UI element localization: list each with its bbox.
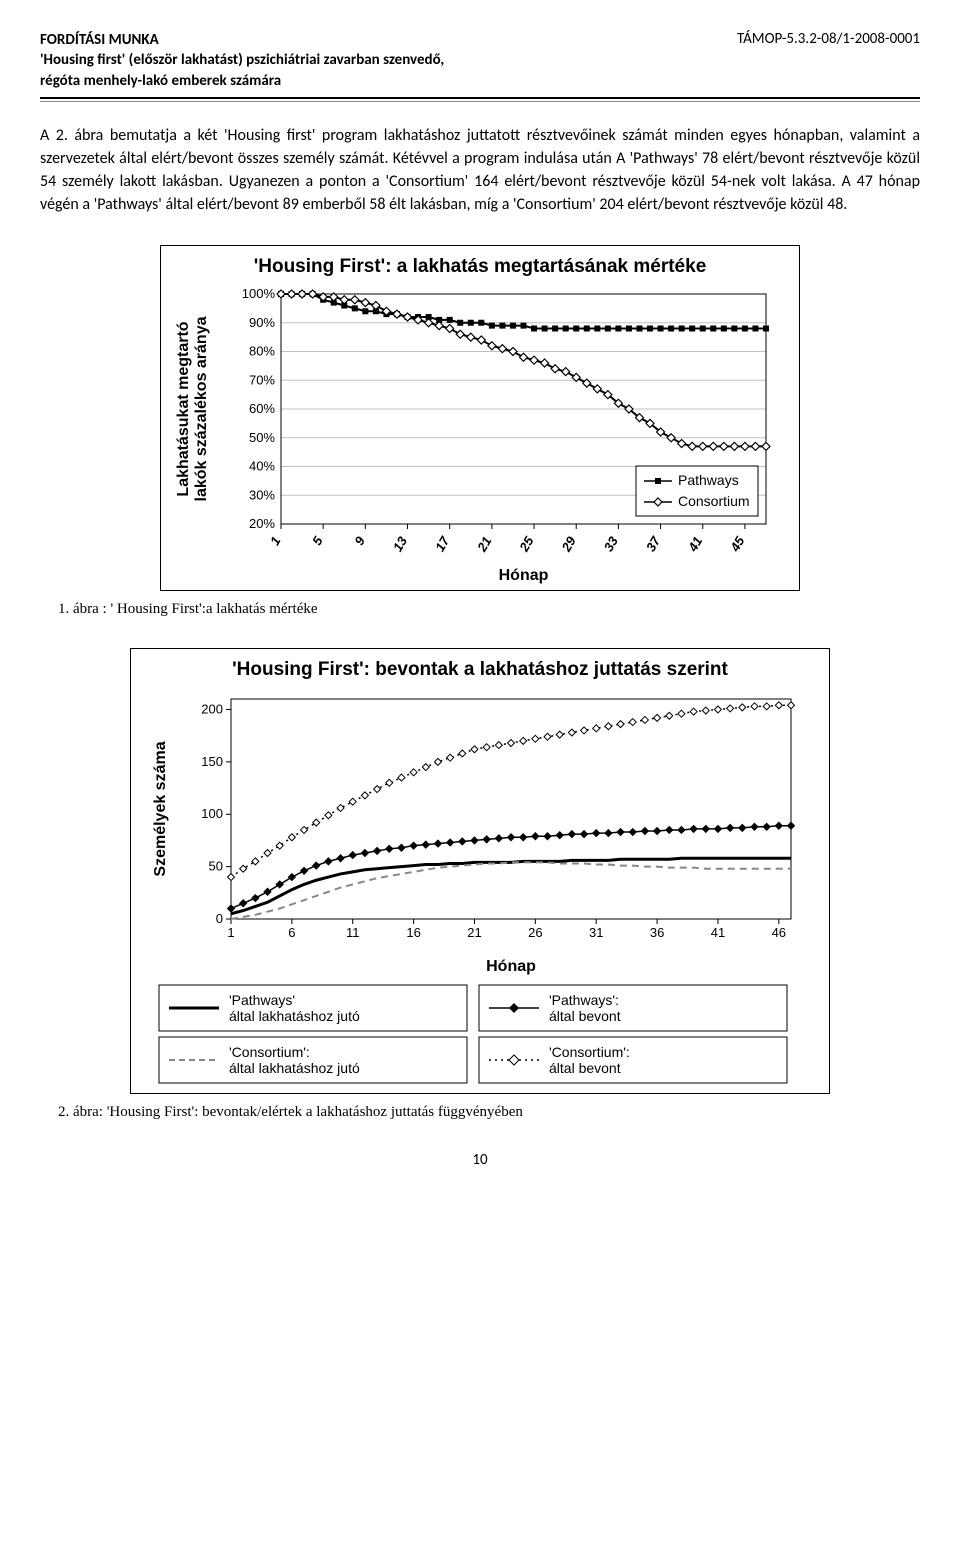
header-left: FORDÍTÁSI MUNKA 'Housing first' (először… bbox=[40, 30, 444, 91]
svg-text:33: 33 bbox=[601, 533, 622, 554]
page-number: 10 bbox=[40, 1151, 920, 1169]
figure-2-legend: 'Pathways'által lakhatáshoz jutó'Pathway… bbox=[141, 977, 811, 1087]
svg-text:0: 0 bbox=[216, 911, 223, 926]
svg-text:'Pathways': 'Pathways' bbox=[229, 992, 295, 1008]
svg-text:150: 150 bbox=[201, 753, 223, 768]
svg-text:11: 11 bbox=[346, 925, 360, 940]
svg-text:Consortium: Consortium bbox=[678, 493, 750, 509]
svg-text:30%: 30% bbox=[249, 487, 275, 502]
svg-text:37: 37 bbox=[643, 533, 664, 554]
svg-text:41: 41 bbox=[685, 534, 706, 555]
svg-text:25: 25 bbox=[516, 533, 537, 555]
svg-text:50%: 50% bbox=[249, 429, 275, 444]
svg-text:17: 17 bbox=[432, 533, 453, 554]
svg-text:45: 45 bbox=[727, 533, 748, 555]
svg-text:Hónap: Hónap bbox=[499, 567, 549, 584]
svg-text:29: 29 bbox=[558, 533, 579, 555]
figure-1: 'Housing First': a lakhatás megtartásána… bbox=[160, 245, 800, 591]
header-rule-thin bbox=[40, 101, 920, 102]
svg-text:által lakhatáshoz jutó: által lakhatáshoz jutó bbox=[229, 1060, 360, 1076]
document-page: FORDÍTÁSI MUNKA 'Housing first' (először… bbox=[0, 0, 960, 1209]
svg-text:'Pathways':: 'Pathways': bbox=[549, 992, 619, 1008]
svg-text:70%: 70% bbox=[249, 372, 275, 387]
svg-text:6: 6 bbox=[288, 925, 295, 940]
svg-text:által bevont: által bevont bbox=[549, 1060, 621, 1076]
svg-text:40%: 40% bbox=[249, 458, 275, 473]
svg-text:Személyek száma: Személyek száma bbox=[152, 741, 169, 876]
svg-text:'Consortium':: 'Consortium': bbox=[549, 1044, 630, 1060]
svg-text:16: 16 bbox=[406, 925, 420, 940]
svg-text:100%: 100% bbox=[242, 286, 276, 301]
svg-text:200: 200 bbox=[201, 701, 223, 716]
figure-1-chart: 20% 30% 40% 50% 60% 70% 80% 90% 100% 1 5 9 13 17 21 25 2… bbox=[171, 284, 781, 584]
svg-text:Lakhatásukat megtartólakók szá: Lakhatásukat megtartólakók százalékos ar… bbox=[175, 316, 210, 501]
svg-text:36: 36 bbox=[650, 925, 664, 940]
svg-text:'Consortium':: 'Consortium': bbox=[229, 1044, 310, 1060]
svg-text:5: 5 bbox=[309, 533, 326, 547]
svg-text:9: 9 bbox=[351, 533, 368, 547]
header-rule-thick bbox=[40, 97, 920, 99]
header-title-line3: régóta menhely-lakó emberek számára bbox=[40, 71, 444, 91]
figure-2: 'Housing First': bevontak a lakhatáshoz … bbox=[130, 648, 830, 1094]
body-paragraph: A 2. ábra bemutatja a két 'Housing first… bbox=[40, 124, 920, 217]
figure-2-chart: 050100150200161116212631364146HónapSzemé… bbox=[141, 687, 811, 977]
svg-text:1: 1 bbox=[227, 925, 234, 940]
svg-text:50: 50 bbox=[209, 858, 223, 873]
header-project-code: TÁMOP-5.3.2-08/1-2008-0001 bbox=[737, 30, 920, 48]
svg-text:41: 41 bbox=[711, 925, 725, 940]
svg-text:46: 46 bbox=[772, 925, 786, 940]
svg-text:által lakhatáshoz jutó: által lakhatáshoz jutó bbox=[229, 1008, 360, 1024]
svg-text:Hónap: Hónap bbox=[486, 958, 536, 975]
svg-text:90%: 90% bbox=[249, 314, 275, 329]
header-title-line1: FORDÍTÁSI MUNKA bbox=[40, 30, 444, 50]
svg-text:21: 21 bbox=[467, 925, 481, 940]
svg-text:80%: 80% bbox=[249, 343, 275, 358]
page-header: FORDÍTÁSI MUNKA 'Housing first' (először… bbox=[40, 30, 920, 91]
figure-2-caption: 2. ábra: 'Housing First': bevontak/elért… bbox=[58, 1104, 920, 1121]
svg-text:31: 31 bbox=[589, 925, 603, 940]
svg-text:21: 21 bbox=[474, 534, 495, 555]
header-title-line2: 'Housing first' (először lakhatást) pszi… bbox=[40, 50, 444, 70]
svg-text:13: 13 bbox=[390, 533, 411, 554]
svg-text:Pathways: Pathways bbox=[678, 472, 739, 488]
svg-text:20%: 20% bbox=[249, 516, 275, 531]
svg-text:60%: 60% bbox=[249, 401, 275, 416]
svg-text:100: 100 bbox=[201, 806, 223, 821]
figure-1-title: 'Housing First': a lakhatás megtartásána… bbox=[171, 256, 789, 278]
svg-text:26: 26 bbox=[528, 925, 542, 940]
svg-text:által bevont: által bevont bbox=[549, 1008, 621, 1024]
svg-text:1: 1 bbox=[267, 534, 284, 548]
figure-2-title: 'Housing First': bevontak a lakhatáshoz … bbox=[141, 659, 819, 681]
figure-1-caption: 1. ábra : ' Housing First':a lakhatás mé… bbox=[58, 601, 920, 618]
